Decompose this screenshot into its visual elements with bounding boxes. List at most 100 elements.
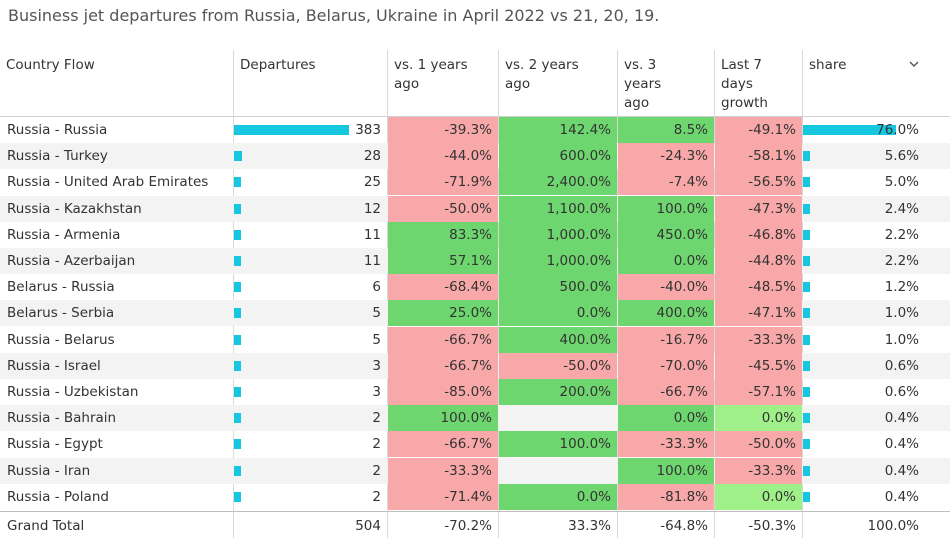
grand-total-row: Grand Total 504 -70.2% 33.3% -64.8% -50.3% 100… [0,511,950,540]
dep-cell: 2 [372,436,381,453]
table-row[interactable]: Russia - Bahrain 2 100.0% 0.0% 0.0% 0.4% [0,405,950,432]
table-row[interactable]: Russia - Iran 2 -33.3% 100.0% -33.3% 0.4% [0,457,950,484]
table-row[interactable]: Russia - United Arab Emirates 25 -71.9% 2,4… [0,169,950,196]
table-row[interactable]: Russia - Uzbekistan 3 -85.0% 200.0% -66.7% -5… [0,379,950,405]
dep-cell: 11 [363,253,381,269]
table-row[interactable]: Russia - Israel 3 -66.7% -50.0% -70.0% -45.5%… [0,352,950,379]
country-flow-cell: Russia - Poland [7,488,109,505]
share-cell: 0.4% [884,410,919,427]
country-flow-cell: Russia - Azerbaijan [7,253,136,269]
table-row[interactable]: Russia - Poland 2 -71.4% 0.0% -81.8% 0.0% 0.4% [0,483,950,510]
table-row[interactable]: Russia - Russia 383 -39.3% 142.4% 8.5% -49.1%… [0,117,950,143]
v1-cell: 100.0% [388,405,498,432]
departures-bar [234,282,241,293]
share-cell: 5.0% [884,174,919,191]
table-row[interactable]: Russia - Belarus 5 -66.7% 400.0% -16.7% -33.3… [0,326,950,353]
header-vs-1-year[interactable]: vs. 1 years ago [394,57,468,92]
table-row[interactable]: Belarus - Serbia 5 25.0% 0.0% 400.0% -47.1% 1.… [0,300,950,327]
country-flow-cell: Russia - United Arab Emirates [7,174,209,191]
table-row[interactable]: Russia - Turkey 28 -44.0% 600.0% -24.3% -58.1… [0,143,950,170]
departures-bar [234,413,241,424]
v1-cell: -66.7% [388,352,498,379]
header-vs-3-years[interactable]: vs. 3 years ago [624,57,662,111]
dep-cell: 28 [363,148,381,165]
share-bar [803,256,810,266]
share-cell: 1.2% [884,279,919,296]
share-cell: 5.6% [884,148,919,165]
v2-cell: 1,100.0% [499,195,617,222]
country-flow-cell: Russia - Uzbekistan [7,384,139,400]
share-cell: 2.2% [884,226,919,243]
share-cell: 2.2% [884,253,919,269]
table-row[interactable]: Russia - Egypt 2 -66.7% 100.0% -33.3% -50.0% 0… [0,431,950,458]
dep-cell: 12 [363,200,381,217]
departures-bar [234,203,241,214]
share-bar [803,151,810,162]
l7-cell: -56.5% [715,169,802,196]
l7-cell: -47.3% [715,195,802,222]
share-bar [803,413,810,424]
v1-cell: -44.0% [388,143,498,170]
departures-bar [234,308,241,319]
table-row[interactable]: Belarus - Russia 6 -68.4% 500.0% -40.0% -48.5… [0,274,950,301]
country-flow-cell: Russia - Armenia [7,226,121,243]
v2-cell [499,405,617,431]
share-bar [803,360,810,371]
country-flow-cell: Russia - Bahrain [7,410,117,427]
departures-bar [234,229,241,240]
table-header: Country Flow Departures vs. 1 years ago v… [0,50,950,117]
header-share[interactable]: share [803,50,950,116]
v1-cell: -50.0% [388,195,498,222]
header-departures[interactable]: Departures [240,57,316,73]
chart-title: Business jet departures from Russia, Bel… [8,6,660,25]
v1-cell: -68.4% [388,274,498,301]
departures-bar [234,465,241,476]
chevron-down-icon[interactable] [908,58,920,70]
l7-cell: 0.0% [715,405,802,432]
country-flow-cell: Russia - Turkey [7,148,108,165]
v1-cell: 25.0% [388,300,498,327]
v3-cell: -24.3% [618,143,714,170]
total-dep-cell: 504 [355,518,381,534]
total-share-cell: 100.0% [867,518,919,534]
v3-cell: -40.0% [618,274,714,301]
departures-bar [234,151,242,162]
share-cell: 0.4% [884,462,919,479]
total-v3-cell: -64.8% [660,518,708,534]
share-bar [803,491,810,502]
dep-cell: 2 [372,488,381,505]
v2-cell: 400.0% [499,326,617,353]
v2-cell: -50.0% [499,352,617,379]
table-row[interactable]: Russia - Azerbaijan 11 57.1% 1,000.0% 0.0% -4… [0,248,950,274]
l7-cell: -50.0% [715,431,802,458]
share-cell: 0.6% [884,384,919,400]
share-cell: 1.0% [884,331,919,348]
l7-cell: -48.5% [715,274,802,301]
share-cell: 0.4% [884,436,919,453]
dep-cell: 6 [372,279,381,296]
table-row[interactable]: Russia - Kazakhstan 12 -50.0% 1,100.0% 100.0… [0,195,950,222]
share-bar [803,177,810,188]
dep-cell: 5 [372,331,381,348]
dep-cell: 25 [363,174,381,191]
v1-cell: 83.3% [388,221,498,248]
v3-cell: -7.4% [618,169,714,196]
header-country-flow[interactable]: Country Flow [6,57,95,73]
departures-bar [234,177,241,188]
header-vs-2-years[interactable]: vs. 2 years ago [505,57,579,92]
country-flow-cell: Belarus - Russia [7,279,115,296]
share-cell: 1.0% [884,305,919,322]
v1-cell: -85.0% [388,379,498,405]
v2-cell: 600.0% [499,143,617,170]
v3-cell: 8.5% [618,117,714,143]
departures-bar [234,387,241,397]
departures-bar [234,125,349,135]
v2-cell [499,458,617,484]
v1-cell: -66.7% [388,326,498,353]
share-cell: 0.6% [884,357,919,374]
table-row[interactable]: Russia - Armenia 11 83.3% 1,000.0% 450.0% -46… [0,221,950,248]
v3-cell: -66.7% [618,379,714,405]
v2-cell: 500.0% [499,274,617,301]
departures-bar [234,360,241,371]
header-last-7-days[interactable]: Last 7 days growth [721,57,768,111]
